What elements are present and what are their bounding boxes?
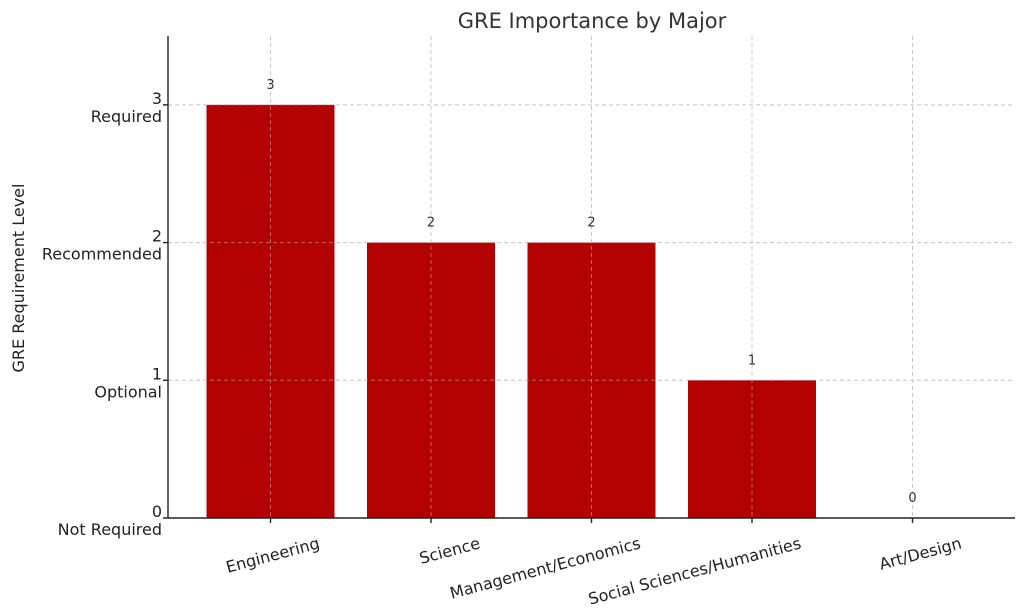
chart-title: GRE Importance by Major — [458, 9, 727, 33]
data-label: 2 — [427, 216, 435, 231]
y-tick-label: 0 — [152, 502, 162, 521]
bars — [168, 36, 1015, 519]
y-tick-label: 2 — [152, 227, 162, 246]
x-tick-label: Engineering — [224, 534, 322, 577]
x-axis-ticks: Engineering ScienceManagement/EconomicsSo… — [224, 518, 964, 609]
y-tick-label: 1 — [152, 364, 162, 383]
y-axis-label: GRE Requirement Level — [9, 184, 28, 373]
y-tick-name: Recommended — [42, 245, 162, 264]
data-label: 2 — [587, 216, 595, 231]
y-tick-label: 3 — [152, 89, 162, 108]
y-tick-name: Optional — [94, 382, 162, 401]
data-label: 0 — [908, 491, 916, 506]
x-tick-label: Art/Design — [877, 534, 963, 574]
y-tick-name: Required — [91, 107, 162, 126]
x-tick-label: Science — [417, 534, 482, 568]
data-label: 1 — [748, 353, 756, 368]
data-labels: 3 2 2 1 0 — [266, 78, 916, 506]
data-label: 3 — [266, 78, 274, 93]
y-tick-name: Not Required — [58, 520, 162, 539]
